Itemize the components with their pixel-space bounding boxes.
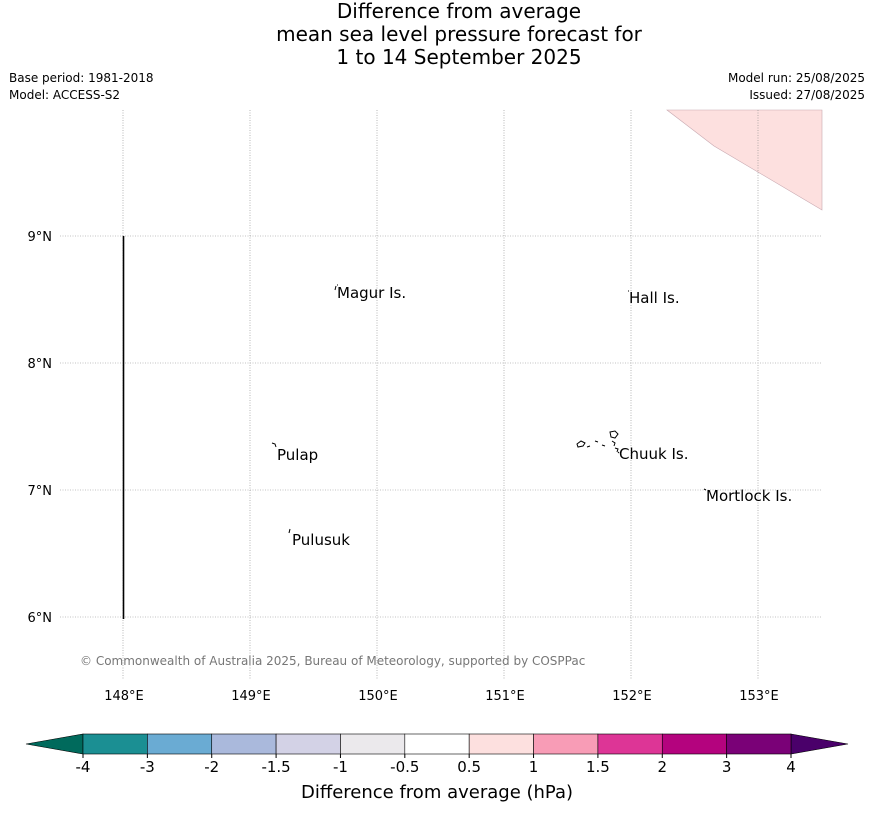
lon-label-151: 151°E <box>485 689 525 704</box>
model-name: Model: ACCESS-S2 <box>9 88 121 102</box>
island-pulap <box>271 442 277 448</box>
place-label-pulap: Pulap <box>277 446 318 464</box>
colorbar-tick-label: -1 <box>333 758 348 776</box>
colorbar-segment <box>726 733 792 755</box>
colorbar: -4 -3 -2 -1.5 -1 -0.5 0.5 1 1.5 2 3 4 <box>25 733 849 776</box>
place-label-mortlock: Mortlock Is. <box>706 487 792 505</box>
meta-right: Model run: 25/08/2025 Issued: 27/08/2025 <box>728 70 865 104</box>
place-label-pulusuk: Pulusuk <box>292 531 350 549</box>
colorbar-segment <box>82 733 148 755</box>
lon-label-150: 150°E <box>358 689 398 704</box>
island-mortlock <box>703 488 707 491</box>
colorbar-tick-label: 3 <box>722 758 732 776</box>
copyright-text: © Commonwealth of Australia 2025, Bureau… <box>80 654 585 668</box>
island-pulusuk <box>288 528 291 534</box>
issued-date: Issued: 27/08/2025 <box>749 88 865 102</box>
colorbar-tick-label: 2 <box>657 758 667 776</box>
colorbar-segment <box>533 733 599 755</box>
island-magur <box>334 284 338 291</box>
colorbar-segment <box>340 733 406 755</box>
chart-title: Difference from average mean sea level p… <box>0 0 873 69</box>
place-label-magur: Magur Is. <box>337 284 406 302</box>
colorbar-tick-label: 4 <box>786 758 796 776</box>
colorbar-segment <box>404 733 470 755</box>
colorbar-high-extend <box>790 733 849 755</box>
colorbar-tick-label: -1.5 <box>261 758 290 776</box>
colorbar-tick-label: -0.5 <box>390 758 419 776</box>
title-line-2: mean sea level pressure forecast for <box>276 22 642 46</box>
lat-label-6: 6°N <box>28 611 53 626</box>
colorbar-tick-label: -3 <box>140 758 155 776</box>
lon-label-152: 152°E <box>612 689 652 704</box>
colorbar-tick-label: -4 <box>76 758 91 776</box>
title-line-1: Difference from average <box>336 0 582 23</box>
colorbar-tick-label: 0.5 <box>457 758 481 776</box>
colorbar-label: Difference from average (hPa) <box>301 782 573 803</box>
colorbar-tick-label: 1.5 <box>586 758 610 776</box>
colorbar-tick-label: -2 <box>204 758 219 776</box>
model-run: Model run: 25/08/2025 <box>727 71 865 85</box>
title-line-3: 1 to 14 September 2025 <box>336 45 582 69</box>
meta-left: Base period: 1981-2018 Model: ACCESS-S2 <box>9 70 154 104</box>
lon-label-149: 149°E <box>231 689 271 704</box>
colorbar-segment <box>661 733 727 755</box>
colorbar-segment <box>147 733 213 755</box>
island-outlines <box>271 284 707 534</box>
anomaly-shaded-region <box>666 109 823 211</box>
colorbar-segment <box>597 733 663 755</box>
colorbar-segment <box>275 733 341 755</box>
colorbar-low-extend <box>25 733 84 755</box>
gridlines <box>60 110 822 680</box>
island-chuuk <box>576 430 620 454</box>
base-period: Base period: 1981-2018 <box>9 71 154 85</box>
colorbar-segment <box>468 733 534 755</box>
lat-label-7: 7°N <box>28 484 53 499</box>
lat-label-8: 8°N <box>28 357 53 372</box>
lon-label-153: 153°E <box>739 689 779 704</box>
place-label-chuuk: Chuuk Is. <box>619 445 688 463</box>
place-label-hall: Hall Is. <box>629 289 680 307</box>
colorbar-segment <box>211 733 277 755</box>
colorbar-tick-label: 1 <box>529 758 539 776</box>
lon-label-148: 148°E <box>104 689 144 704</box>
lat-label-9: 9°N <box>28 230 53 245</box>
